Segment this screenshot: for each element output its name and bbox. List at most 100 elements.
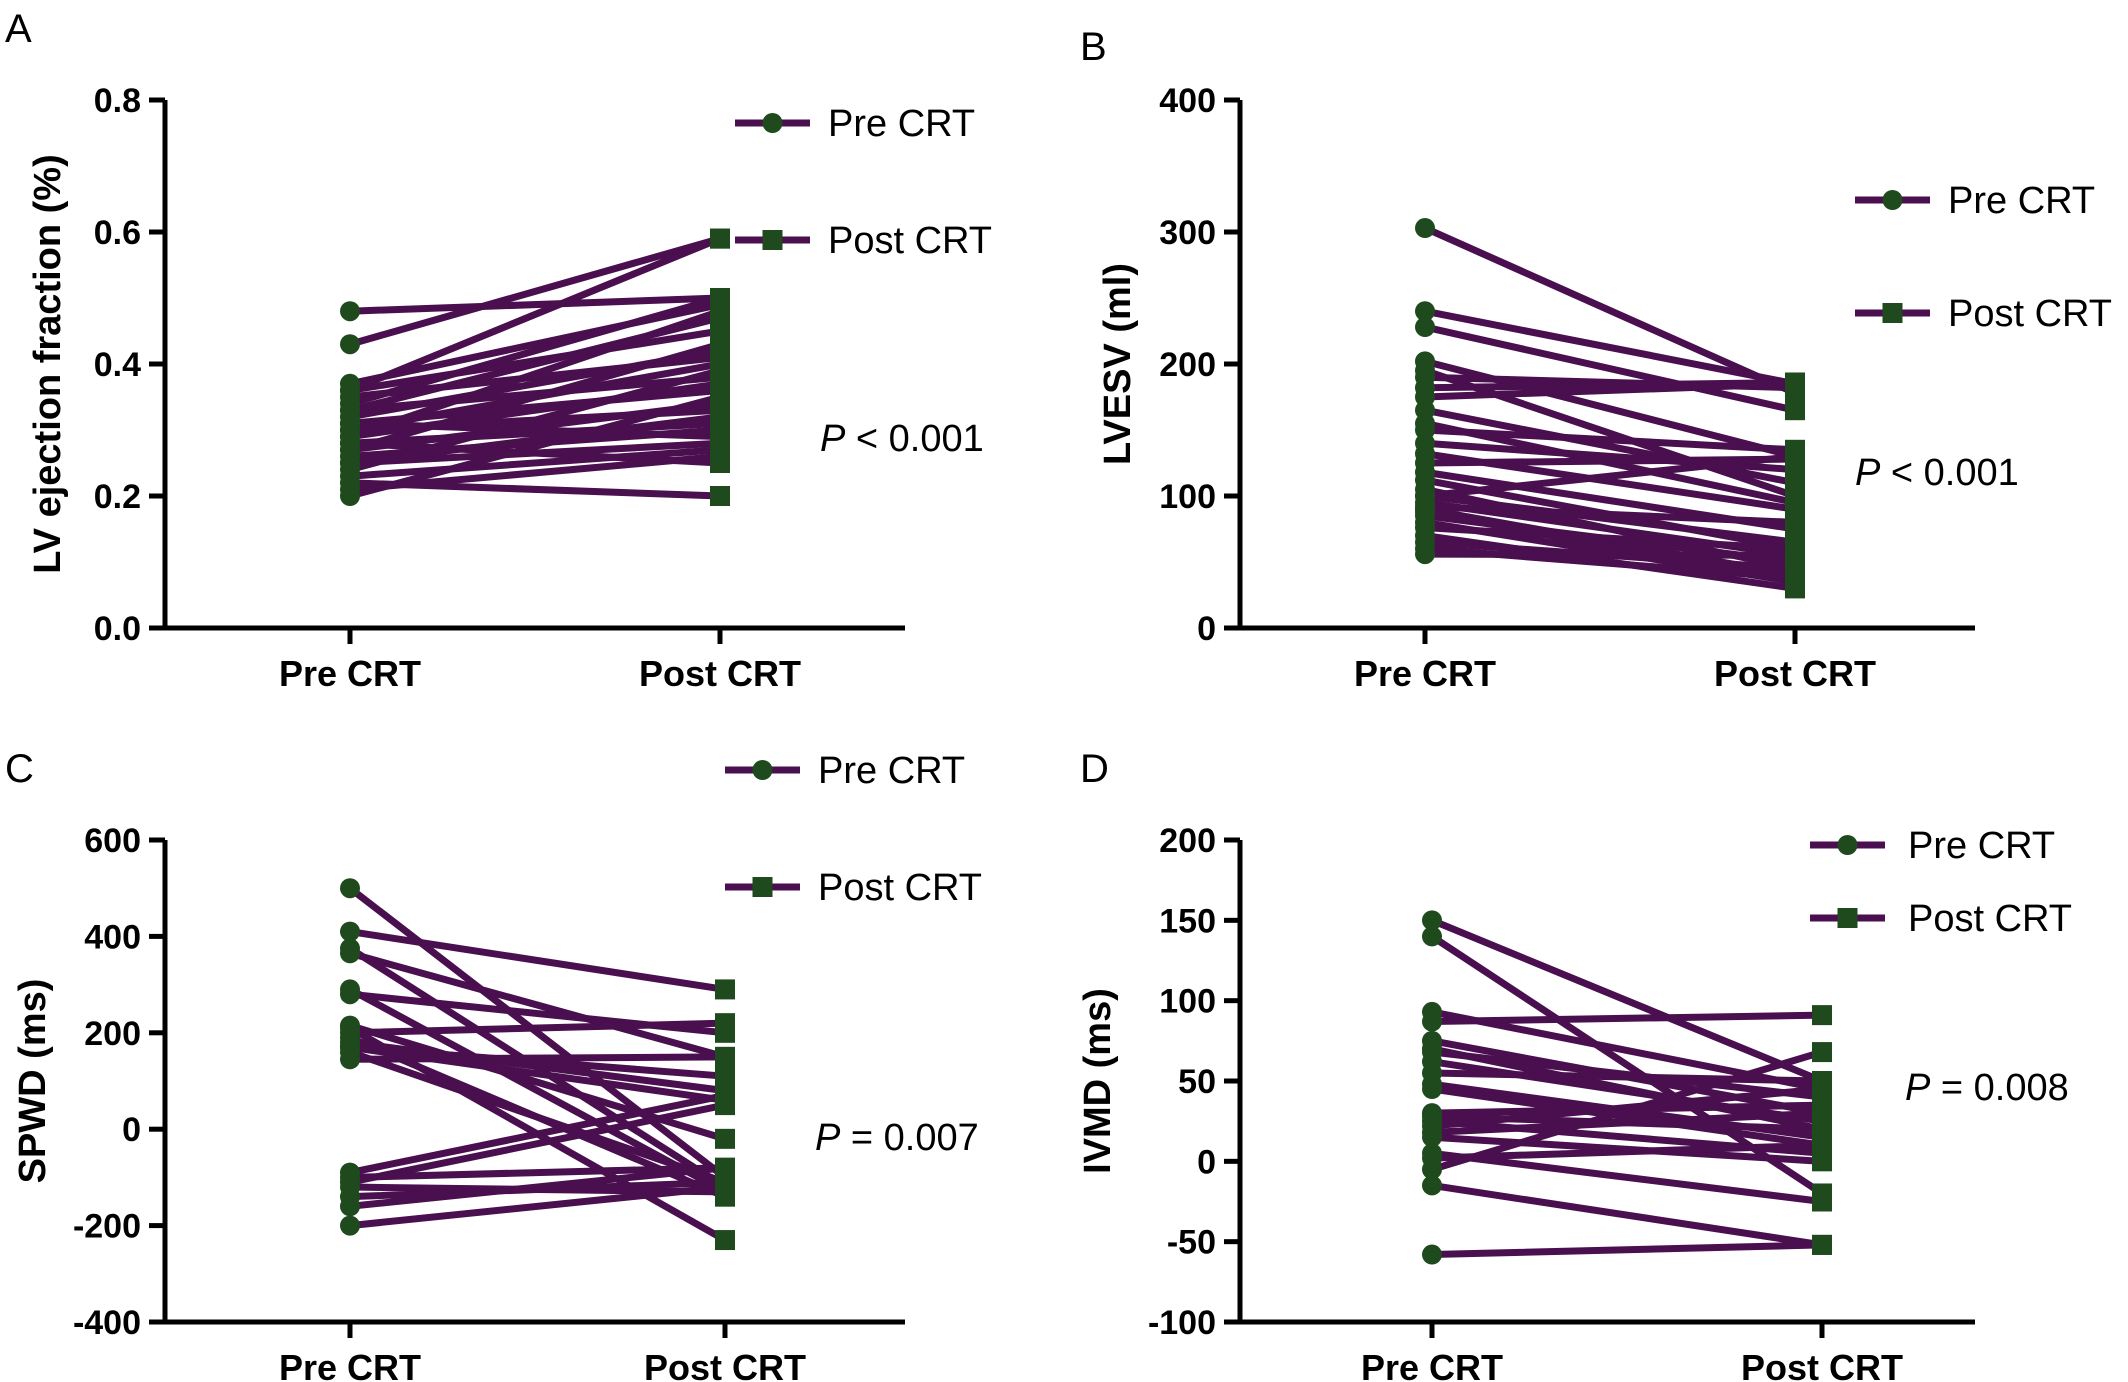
p-value-text: = 0.008 [1930, 1067, 2068, 1109]
subject-line-21 [346, 1024, 729, 1244]
subject-line-28 [346, 413, 724, 467]
post-point-20 [715, 1177, 735, 1198]
series-lines [346, 235, 724, 500]
pre-point-2 [1415, 301, 1435, 322]
post-point-29 [1785, 512, 1805, 533]
legend-marker [752, 877, 773, 897]
series-markers [1422, 910, 1832, 1265]
pre-point-1 [1415, 218, 1435, 239]
pre-point-2 [1422, 926, 1442, 947]
legend-entry: Post CRT [1948, 293, 2112, 335]
legend: Pre CRT Post CRT [725, 750, 982, 909]
pre-point-1 [1422, 910, 1442, 931]
pre-point-20 [340, 1215, 360, 1236]
post-point-30 [1785, 571, 1805, 592]
post-point-23 [710, 446, 730, 467]
subject-line-9 [1421, 406, 1799, 487]
subject-line-14 [346, 380, 724, 441]
x-category-label: Pre CRT [279, 653, 421, 694]
series-markers [340, 228, 730, 506]
legend-marker [1837, 908, 1858, 928]
p-value-annotation: P < 0.001 [1855, 452, 2019, 494]
post-point-4 [1812, 1005, 1832, 1026]
subject-line-21 [346, 446, 724, 480]
p-value-text: < 0.001 [845, 418, 983, 460]
subject-line-27 [1421, 550, 1799, 559]
post-point-28 [710, 406, 730, 427]
panel-c: C -400 -200 0 200 400 600 Pre CRT Post CRT SPWD (… [5, 747, 982, 1382]
subject-line-20 [346, 1183, 729, 1230]
pre-point-25 [340, 380, 360, 401]
series-lines [1421, 224, 1799, 592]
pre-point-22 [340, 1037, 360, 1058]
panel-letter: C [5, 747, 34, 791]
post-point-15 [1812, 1191, 1832, 1212]
y-tick-label: 0.8 [94, 82, 141, 120]
pre-point-27 [340, 400, 360, 421]
post-point-20 [710, 360, 730, 381]
legend-entry: Post CRT [818, 867, 982, 909]
panel-letter: B [1080, 25, 1107, 69]
subject-line-26 [346, 340, 724, 454]
p-value-annotation: P < 0.001 [820, 418, 984, 460]
legend: Pre CRT Post CRT [1810, 825, 2072, 940]
x-category-label: Post CRT [1714, 653, 1876, 694]
panel-d: D -100 -50 0 50 100 150 200 Pre CRT Post CRT IVMD … [1077, 747, 2072, 1382]
x-category-label: Pre CRT [279, 1347, 421, 1382]
pre-point-17 [1422, 1159, 1442, 1180]
post-point-19 [1812, 1234, 1832, 1255]
subject-line-1 [346, 294, 724, 315]
subject-line-22 [1428, 1109, 1826, 1136]
y-tick-label: 0 [122, 1111, 141, 1149]
legend-marker [752, 760, 773, 780]
post-point-22 [715, 1066, 735, 1087]
subject-line-24 [346, 393, 724, 500]
legend-entry: Pre CRT [818, 750, 965, 792]
subject-line-2 [1421, 307, 1799, 388]
subject-line-4 [346, 949, 729, 1061]
subject-line-19 [1428, 1241, 1826, 1259]
legend-marker [1882, 190, 1903, 210]
legend: Pre CRT Post CRT [735, 103, 992, 262]
pre-point-28 [340, 453, 360, 473]
p-value-annotation: P = 0.008 [1905, 1067, 2069, 1109]
post-point-22 [1812, 1103, 1832, 1124]
pre-point-3 [1415, 317, 1435, 338]
post-point-14 [1812, 1151, 1832, 1172]
legend-entry: Pre CRT [1948, 180, 2095, 222]
y-tick-label: 200 [1159, 822, 1216, 860]
y-tick-label: 300 [1159, 214, 1216, 252]
subject-line-23 [346, 452, 724, 493]
post-point-27 [710, 307, 730, 328]
post-point-17 [1812, 1042, 1832, 1063]
pre-point-30 [1415, 501, 1435, 522]
post-point-19 [715, 1157, 735, 1178]
subject-line-18 [1421, 452, 1799, 500]
subject-line-2 [346, 928, 729, 993]
subject-line-16 [1428, 1141, 1826, 1162]
y-tick-label: 400 [1159, 82, 1216, 120]
p-value-text: = 0.007 [840, 1117, 978, 1159]
y-tick-label: -200 [73, 1208, 141, 1246]
x-category-label: Post CRT [644, 1347, 806, 1382]
pre-point-4 [340, 943, 360, 964]
y-axis-label: SPWD (ms) [12, 979, 54, 1184]
y-tick-label: 0 [1197, 1143, 1216, 1181]
pre-point-22 [1422, 1122, 1442, 1143]
legend-entry: Post CRT [828, 220, 992, 262]
y-tick-label: -100 [1148, 1304, 1216, 1342]
subject-line-1 [346, 884, 729, 1181]
post-point-28 [1785, 532, 1805, 553]
subject-line-23 [1421, 524, 1799, 553]
p-symbol: P [815, 1117, 841, 1159]
legend-marker [762, 230, 783, 250]
pre-point-24 [340, 486, 360, 506]
y-tick-label: -400 [73, 1304, 141, 1342]
subject-line-2 [346, 235, 724, 348]
pre-point-4 [1422, 1011, 1442, 1032]
post-point-21 [1812, 1135, 1832, 1156]
subject-line-3 [1421, 323, 1799, 414]
legend-entry: Post CRT [1908, 898, 2072, 940]
y-tick-label: 0.4 [94, 346, 141, 384]
